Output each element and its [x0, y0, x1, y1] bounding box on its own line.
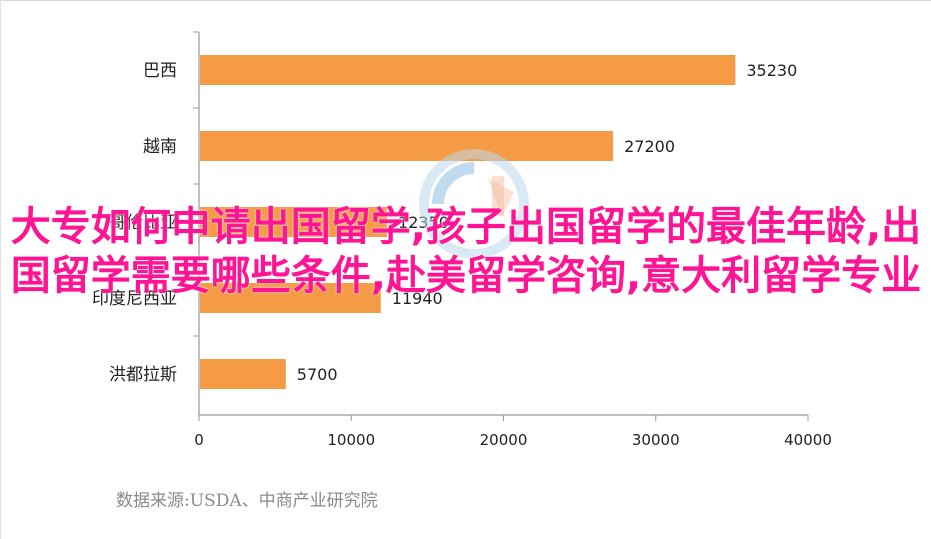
category-label: 印度尼西亚 — [92, 289, 177, 309]
x-tick-label: 10000 — [327, 431, 375, 449]
data-label: 27200 — [624, 137, 675, 156]
category-label: 巴西 — [143, 61, 177, 81]
source-note: 数据来源:USDA、中商产业研究院 — [116, 491, 378, 511]
x-tick-label: 20000 — [480, 431, 528, 449]
overlay-headline: 大专如何申请出国留学,孩子出国留学的最佳年龄,出国留学需要哪些条件,赴美留学咨询… — [10, 204, 922, 299]
bar — [200, 131, 614, 161]
x-tick-label: 40000 — [784, 431, 832, 449]
category-label: 哥伦比亚 — [109, 213, 177, 233]
watermark-logo-icon — [419, 149, 529, 259]
frame-left-border — [0, 0, 1, 539]
bar — [200, 283, 381, 313]
category-label: 越南 — [143, 137, 177, 157]
category-label: 洪都拉斯 — [109, 365, 177, 385]
x-tick-label: 0 — [194, 431, 204, 449]
data-label: 5700 — [297, 365, 338, 384]
bar — [200, 55, 736, 85]
bar — [200, 207, 388, 237]
data-label: 35230 — [746, 61, 797, 80]
data-label: 11940 — [392, 289, 443, 308]
frame-top-border — [0, 0, 931, 1]
x-tick-label: 30000 — [632, 431, 680, 449]
bar — [200, 359, 286, 389]
